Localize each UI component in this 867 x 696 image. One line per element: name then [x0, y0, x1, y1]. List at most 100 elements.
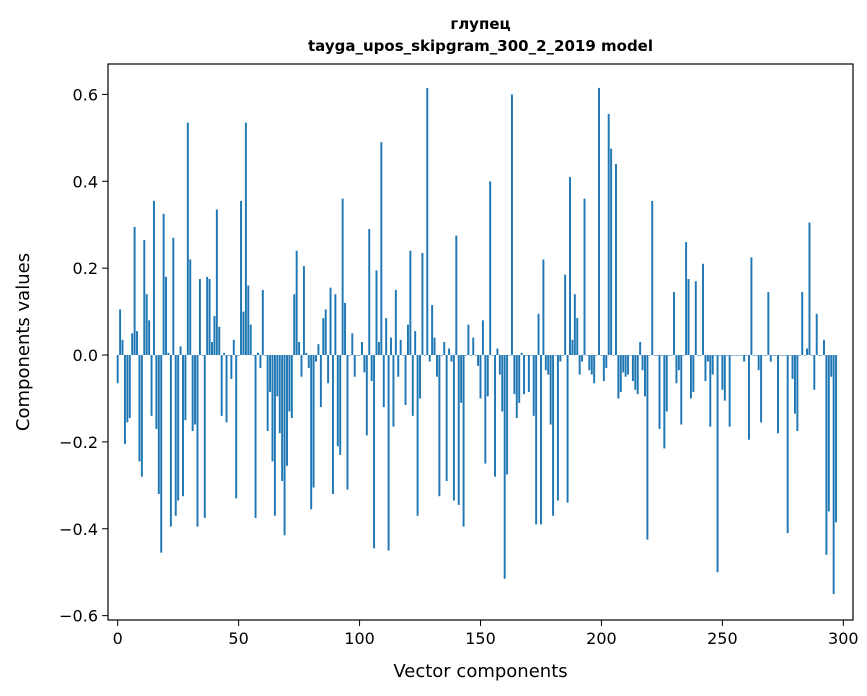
bar	[152, 200, 155, 356]
bar	[578, 355, 581, 375]
bar	[818, 355, 821, 356]
bar	[440, 355, 443, 356]
bar	[165, 276, 168, 356]
y-tick-label: −0.6	[59, 607, 98, 626]
y-tick-label: 0.0	[73, 346, 98, 365]
bar	[406, 324, 409, 356]
bar	[740, 355, 743, 356]
bar	[675, 355, 678, 384]
bar	[133, 226, 136, 356]
bar	[225, 355, 228, 423]
bar	[201, 355, 204, 356]
x-tick-label: 300	[828, 629, 859, 648]
bar	[305, 352, 308, 356]
bar	[767, 292, 770, 356]
bar	[721, 355, 724, 390]
bar	[315, 355, 317, 362]
bar	[820, 355, 823, 356]
bar	[614, 163, 617, 356]
bar	[474, 355, 477, 356]
bar	[186, 122, 189, 356]
bar	[259, 355, 262, 369]
y-tick-label: 0.6	[73, 85, 98, 104]
bar	[612, 355, 615, 356]
bar	[518, 355, 521, 403]
bar	[348, 355, 351, 356]
bar	[472, 337, 475, 356]
bar	[290, 355, 293, 419]
bar	[121, 339, 124, 356]
bar	[467, 324, 470, 356]
bar	[252, 355, 255, 356]
bar	[443, 342, 446, 356]
bar	[663, 355, 666, 449]
bar	[182, 355, 184, 497]
bar	[351, 333, 354, 356]
bar	[266, 355, 269, 432]
bar	[673, 292, 675, 356]
bar	[196, 355, 199, 527]
bar	[634, 355, 637, 390]
bar	[629, 355, 632, 356]
bar	[329, 287, 332, 356]
bar	[235, 355, 238, 499]
y-axis-ticks: −0.6 −0.4 −0.2 0.0 0.2 0.4 0.6	[59, 85, 108, 626]
bar	[307, 355, 310, 369]
bar	[774, 355, 777, 356]
bar	[426, 87, 429, 356]
bar	[716, 355, 719, 573]
bar	[174, 355, 177, 516]
bar	[194, 355, 197, 425]
bar	[685, 242, 688, 356]
bar	[559, 355, 562, 362]
bar	[542, 259, 545, 356]
bar	[477, 355, 480, 366]
bar	[452, 355, 455, 501]
bar	[801, 292, 804, 356]
bar	[469, 355, 472, 356]
bar	[513, 355, 516, 395]
bar	[569, 176, 571, 356]
bar	[709, 355, 712, 427]
bar	[271, 355, 274, 462]
bar	[600, 355, 603, 356]
bar	[786, 355, 789, 534]
bar	[494, 355, 496, 477]
bar	[220, 355, 223, 416]
bar	[738, 355, 741, 356]
bar	[520, 352, 523, 356]
bar	[590, 355, 593, 375]
bar	[486, 355, 489, 397]
bar	[510, 94, 513, 356]
bar	[793, 355, 796, 414]
bars-layer	[116, 87, 838, 594]
bar	[769, 355, 772, 362]
bar	[552, 355, 555, 516]
bar	[595, 355, 598, 356]
bar	[527, 355, 530, 392]
bar	[402, 355, 405, 356]
bar	[254, 355, 257, 518]
bar	[798, 355, 801, 356]
bar	[361, 342, 363, 356]
x-tick-label: 100	[344, 629, 375, 648]
bar	[435, 355, 438, 377]
bar	[653, 355, 656, 356]
bar	[273, 355, 276, 516]
bar	[489, 181, 492, 356]
bar	[247, 285, 250, 356]
x-tick-label: 0	[113, 629, 123, 648]
bar	[605, 355, 608, 369]
bar	[167, 352, 170, 356]
bar	[385, 318, 388, 356]
bar	[699, 355, 702, 356]
bar	[704, 355, 707, 382]
bar	[353, 355, 356, 377]
bar	[723, 355, 726, 401]
bar	[556, 355, 559, 501]
bar	[409, 250, 412, 356]
bar	[286, 355, 288, 466]
bar	[525, 355, 528, 356]
bar	[791, 355, 794, 379]
bar	[264, 355, 267, 356]
